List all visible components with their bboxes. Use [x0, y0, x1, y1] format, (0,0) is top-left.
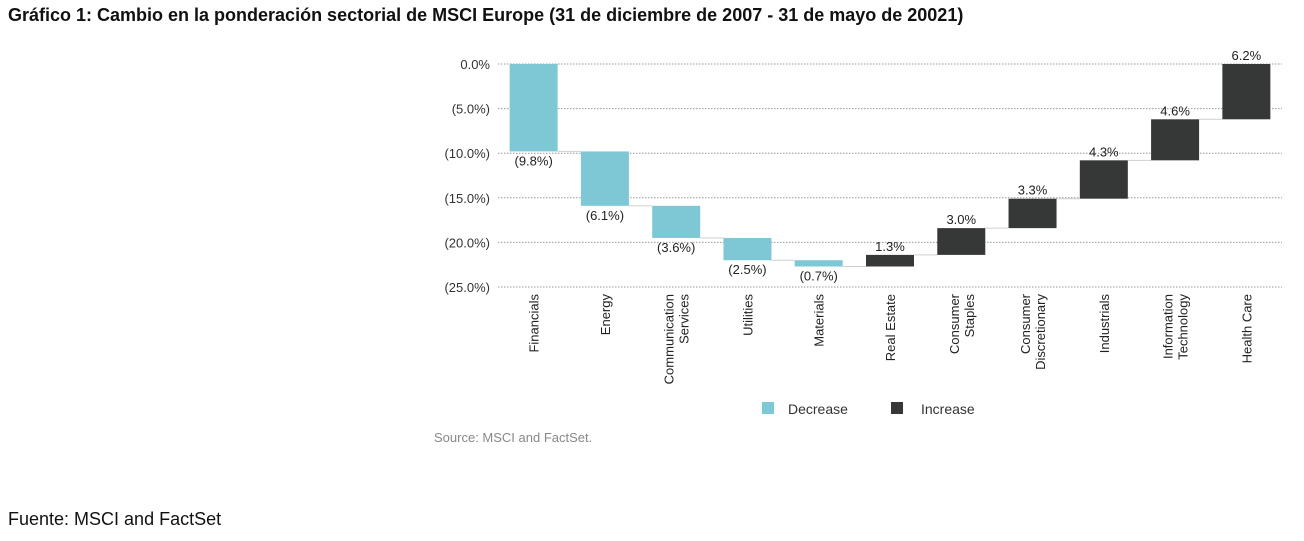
- legend: Decrease Increase: [762, 401, 975, 417]
- bar-increase: [937, 228, 986, 255]
- legend-swatch-increase: [891, 402, 903, 414]
- bars: [509, 64, 1271, 267]
- category-label: Financials: [527, 294, 542, 353]
- bar-decrease: [580, 151, 629, 206]
- bar-increase: [1079, 160, 1128, 199]
- data-label: (6.1%): [586, 208, 624, 223]
- data-label: (9.8%): [514, 153, 552, 168]
- category-label: Utilities: [740, 294, 755, 336]
- data-label: (2.5%): [728, 262, 766, 277]
- category-label: Staples: [962, 294, 977, 338]
- y-tick-label: (10.0%): [444, 146, 490, 161]
- footer-source: Fuente: MSCI and FactSet: [8, 509, 222, 529]
- y-axis-ticks: 0.0% (5.0%) (10.0%) (15.0%) (20.0%) (25.0%): [444, 57, 490, 295]
- category-label: Consumer: [947, 293, 962, 354]
- category-label: Health Care: [1239, 294, 1254, 363]
- bar-decrease: [794, 260, 843, 267]
- data-label: (0.7%): [800, 268, 838, 283]
- y-tick-label: (15.0%): [444, 191, 490, 206]
- bar-decrease: [509, 64, 558, 152]
- bar-decrease: [723, 237, 772, 261]
- data-label: 3.3%: [1018, 183, 1048, 198]
- data-label: 4.6%: [1160, 103, 1190, 118]
- category-label: Information: [1161, 294, 1176, 359]
- bar-decrease: [652, 205, 701, 238]
- category-label: Discretionary: [1033, 294, 1048, 370]
- legend-label-increase: Increase: [921, 401, 975, 417]
- y-tick-label: (5.0%): [452, 102, 490, 117]
- data-label: 4.3%: [1089, 144, 1119, 159]
- category-label: Consumer: [1018, 293, 1033, 354]
- data-label: (3.6%): [657, 240, 695, 255]
- legend-swatch-decrease: [762, 402, 774, 414]
- y-tick-label: (20.0%): [444, 235, 490, 250]
- bar-increase: [1222, 64, 1271, 120]
- category-label: Industrials: [1097, 294, 1112, 354]
- legend-label-decrease: Decrease: [788, 401, 848, 417]
- category-label: Energy: [598, 294, 613, 336]
- category-labels: Financials Energy Communication Services Uti…: [527, 293, 1255, 384]
- bar-increase: [1151, 119, 1200, 161]
- y-tick-label: (25.0%): [444, 280, 490, 295]
- page-title: Gráfico 1: Cambio en la ponderación sect…: [8, 5, 964, 25]
- data-label: 1.3%: [875, 239, 905, 254]
- data-label: 6.2%: [1232, 48, 1262, 63]
- category-label: Materials: [812, 294, 827, 347]
- category-label: Real Estate: [883, 294, 898, 361]
- category-label: Technology: [1176, 294, 1191, 360]
- bar-increase: [1008, 198, 1057, 229]
- data-label: 3.0%: [946, 212, 976, 227]
- category-label: Services: [677, 294, 692, 344]
- category-label: Communication: [662, 294, 677, 384]
- data-labels: (9.8%) (6.1%) (3.6%) (2.5%) (0.7%) 1.3% 3.0% 3.…: [514, 48, 1261, 283]
- y-tick-label: 0.0%: [460, 57, 490, 72]
- bar-connectors: [557, 118, 1223, 267]
- bar-increase: [866, 254, 914, 267]
- chart-source: Source: MSCI and FactSet.: [434, 430, 592, 445]
